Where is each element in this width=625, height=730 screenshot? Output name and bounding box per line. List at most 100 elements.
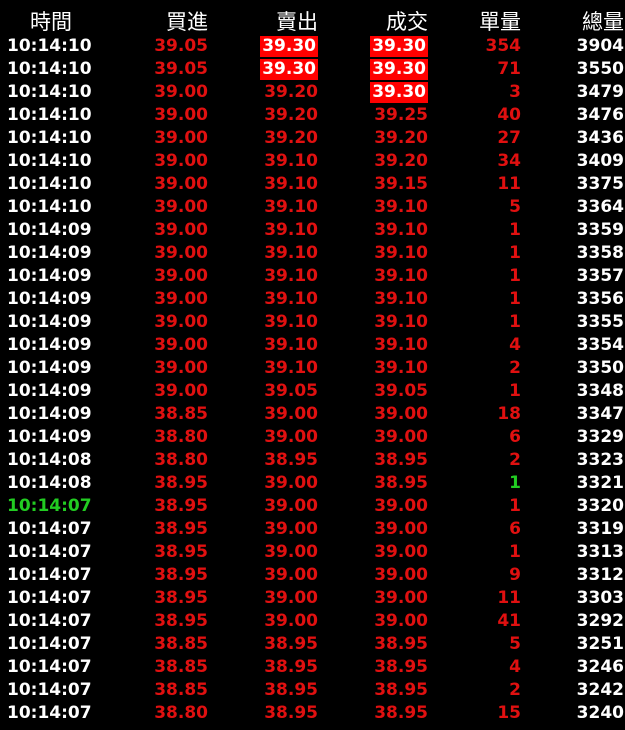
- table-row[interactable]: 10:14:07 38.95 39.00 39.00 1 3313: [0, 541, 625, 564]
- cell-volume: 40: [497, 105, 521, 125]
- cell-volume: 4: [509, 657, 521, 677]
- cell-ask: 39.10: [264, 289, 318, 309]
- cell-total-volume: 3357: [576, 266, 624, 286]
- cell-deal: 39.00: [374, 427, 428, 447]
- cell-deal: 39.05: [374, 381, 428, 401]
- cell-volume: 1: [509, 496, 521, 516]
- table-row[interactable]: 10:14:10 39.05 39.30 39.30 354 3904: [0, 35, 625, 58]
- cell-deal: 38.95: [374, 634, 428, 654]
- cell-deal: 39.00: [374, 496, 428, 516]
- cell-deal: 39.10: [374, 335, 428, 355]
- cell-total-volume: 3364: [576, 197, 624, 217]
- table-row[interactable]: 10:14:08 38.95 39.00 38.95 1 3321: [0, 472, 625, 495]
- table-row[interactable]: 10:14:07 38.85 38.95 38.95 5 3251: [0, 633, 625, 656]
- cell-bid: 39.00: [154, 128, 208, 148]
- cell-volume: 3: [509, 82, 521, 102]
- cell-deal: 39.10: [374, 358, 428, 378]
- cell-ask: 39.00: [264, 404, 318, 424]
- cell-time: 10:14:07: [7, 519, 92, 539]
- cell-total-volume: 3319: [576, 519, 624, 539]
- table-row[interactable]: 10:14:07 38.80 38.95 38.95 15 3240: [0, 702, 625, 725]
- cell-ask: 39.10: [264, 220, 318, 240]
- table-row[interactable]: 10:14:10 39.00 39.10 39.15 11 3375: [0, 173, 625, 196]
- cell-total-volume: 3320: [576, 496, 624, 516]
- cell-deal: 39.00: [374, 588, 428, 608]
- cell-time: 10:14:09: [7, 335, 92, 355]
- cell-time: 10:14:07: [7, 680, 92, 700]
- cell-ask: 39.10: [264, 358, 318, 378]
- cell-volume: 5: [509, 197, 521, 217]
- cell-time: 10:14:09: [7, 358, 92, 378]
- cell-time: 10:14:10: [7, 151, 92, 171]
- cell-bid: 39.00: [154, 335, 208, 355]
- table-header: 時間 買進 賣出 成交 單量 總量: [0, 8, 625, 36]
- cell-bid: 39.05: [154, 36, 208, 56]
- table-row[interactable]: 10:14:07 38.95 39.00 39.00 1 3320: [0, 495, 625, 518]
- cell-bid: 38.95: [154, 542, 208, 562]
- table-row[interactable]: 10:14:09 39.00 39.10 39.10 1 3359: [0, 219, 625, 242]
- table-row[interactable]: 10:14:09 38.80 39.00 39.00 6 3329: [0, 426, 625, 449]
- cell-volume: 4: [509, 335, 521, 355]
- table-row[interactable]: 10:14:09 39.00 39.10 39.10 2 3350: [0, 357, 625, 380]
- cell-total-volume: 3409: [576, 151, 624, 171]
- table-row[interactable]: 10:14:08 38.80 38.95 38.95 2 3323: [0, 449, 625, 472]
- cell-deal: 39.15: [374, 174, 428, 194]
- cell-volume: 1: [509, 266, 521, 286]
- table-row[interactable]: 10:14:09 39.00 39.10 39.10 1 3357: [0, 265, 625, 288]
- cell-total-volume: 3323: [576, 450, 624, 470]
- cell-volume: 2: [509, 680, 521, 700]
- cell-time: 10:14:07: [7, 542, 92, 562]
- cell-volume: 34: [497, 151, 521, 171]
- cell-ask: 39.10: [264, 243, 318, 263]
- table-row[interactable]: 10:14:10 39.00 39.20 39.25 40 3476: [0, 104, 625, 127]
- cell-deal: 39.10: [374, 220, 428, 240]
- cell-bid: 39.00: [154, 151, 208, 171]
- cell-time: 10:14:10: [7, 128, 92, 148]
- table-row[interactable]: 10:14:09 39.00 39.10 39.10 1 3355: [0, 311, 625, 334]
- cell-ask: 39.00: [264, 588, 318, 608]
- cell-bid: 38.85: [154, 634, 208, 654]
- cell-deal: 39.25: [374, 105, 428, 125]
- cell-volume: 354: [485, 36, 522, 56]
- cell-time: 10:14:07: [7, 634, 92, 654]
- cell-bid: 38.95: [154, 519, 208, 539]
- cell-total-volume: 3329: [576, 427, 624, 447]
- cell-ask: 39.20: [264, 105, 318, 125]
- cell-bid: 39.00: [154, 358, 208, 378]
- table-row[interactable]: 10:14:09 39.00 39.10 39.10 4 3354: [0, 334, 625, 357]
- header-volume: 單量: [479, 10, 521, 34]
- cell-deal: 38.95: [374, 703, 428, 723]
- table-row[interactable]: 10:14:09 38.85 39.00 39.00 18 3347: [0, 403, 625, 426]
- table-row[interactable]: 10:14:10 39.00 39.20 39.20 27 3436: [0, 127, 625, 150]
- cell-bid: 38.80: [154, 427, 208, 447]
- table-row[interactable]: 10:14:07 38.85 38.95 38.95 2 3242: [0, 679, 625, 702]
- cell-total-volume: 3347: [576, 404, 624, 424]
- table-row[interactable]: 10:14:10 39.05 39.30 39.30 71 3550: [0, 58, 625, 81]
- cell-deal: 39.00: [374, 565, 428, 585]
- cell-time: 10:14:07: [7, 657, 92, 677]
- table-row[interactable]: 10:14:09 39.00 39.05 39.05 1 3348: [0, 380, 625, 403]
- table-row[interactable]: 10:14:07 38.95 39.00 39.00 6 3319: [0, 518, 625, 541]
- table-row[interactable]: 10:14:07 38.85 38.95 38.95 4 3246: [0, 656, 625, 679]
- cell-total-volume: 3246: [576, 657, 624, 677]
- cell-total-volume: 3375: [576, 174, 624, 194]
- cell-deal: 39.20: [374, 128, 428, 148]
- table-row[interactable]: 10:14:07 38.95 39.00 39.00 11 3303: [0, 587, 625, 610]
- cell-deal: 39.10: [374, 312, 428, 332]
- table-row[interactable]: 10:14:07 38.95 39.00 39.00 41 3292: [0, 610, 625, 633]
- table-row[interactable]: 10:14:07 38.95 39.00 39.00 9 3312: [0, 564, 625, 587]
- cell-bid: 39.00: [154, 312, 208, 332]
- cell-deal: 39.20: [374, 151, 428, 171]
- header-ask: 賣出: [276, 10, 318, 34]
- cell-bid: 38.95: [154, 473, 208, 493]
- cell-time: 10:14:09: [7, 427, 92, 447]
- table-row[interactable]: 10:14:10 39.00 39.10 39.10 5 3364: [0, 196, 625, 219]
- table-row[interactable]: 10:14:10 39.00 39.10 39.20 34 3409: [0, 150, 625, 173]
- table-row[interactable]: 10:14:09 39.00 39.10 39.10 1 3356: [0, 288, 625, 311]
- cell-volume: 71: [497, 59, 521, 79]
- cell-total-volume: 3251: [576, 634, 624, 654]
- cell-time: 10:14:10: [7, 105, 92, 125]
- header-total-volume: 總量: [582, 10, 624, 34]
- table-row[interactable]: 10:14:10 39.00 39.20 39.30 3 3479: [0, 81, 625, 104]
- table-row[interactable]: 10:14:09 39.00 39.10 39.10 1 3358: [0, 242, 625, 265]
